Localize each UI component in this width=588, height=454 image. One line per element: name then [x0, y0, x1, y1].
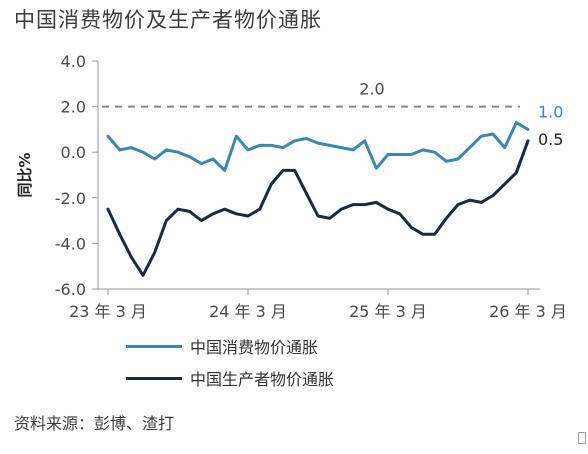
- end-label-ppi: 0.5: [538, 130, 563, 149]
- y-tick-label: -2.0: [55, 189, 86, 208]
- x-tick-label: 26 年 3 月: [489, 302, 567, 321]
- series-line-cpi: [106, 121, 530, 172]
- end-labels: 1.00.5: [538, 102, 563, 148]
- y-tick-label: 0.0: [61, 143, 86, 162]
- y-tick-label: -4.0: [55, 234, 86, 253]
- x-tick-label: 25 年 3 月: [349, 302, 427, 321]
- end-label-cpi: 1.0: [538, 102, 563, 121]
- series-group: [106, 121, 530, 277]
- y-tick-label: 2.0: [61, 98, 86, 117]
- x-axis: 23 年 3 月 24 年 3 月 25 年 3 月 26 年 3 月: [69, 288, 567, 321]
- legend: 中国消费物价通胀 中国生产者物价通胀: [126, 330, 334, 394]
- y-tick-label: 4.0: [61, 52, 86, 71]
- page-title: 中国消费物价及生产者物价通胀: [14, 8, 322, 32]
- source-note: 资料来源：彭博、渣打: [14, 414, 175, 433]
- y-axis-label: 同比%: [16, 152, 34, 197]
- reference-line-group: 2.0: [102, 80, 520, 108]
- legend-item-cpi: 中国消费物价通胀: [126, 330, 334, 362]
- y-tick-label: -6.0: [55, 280, 86, 299]
- legend-swatch-cpi: [126, 344, 182, 348]
- reference-line-label: 2.0: [359, 80, 384, 99]
- legend-label-cpi: 中国消费物价通胀: [190, 338, 319, 357]
- legend-item-ppi: 中国生产者物价通胀: [126, 362, 334, 394]
- x-tick-label: 24 年 3 月: [209, 302, 287, 321]
- x-tick-label: 23 年 3 月: [69, 302, 147, 321]
- series-line-ppi: [106, 139, 530, 277]
- legend-label-ppi: 中国生产者物价通胀: [190, 370, 335, 389]
- corner-mark: [578, 432, 586, 444]
- legend-swatch-ppi: [126, 376, 182, 380]
- y-axis: 4.0 2.0 0.0 -2.0 -4.0 -6.0: [55, 52, 99, 299]
